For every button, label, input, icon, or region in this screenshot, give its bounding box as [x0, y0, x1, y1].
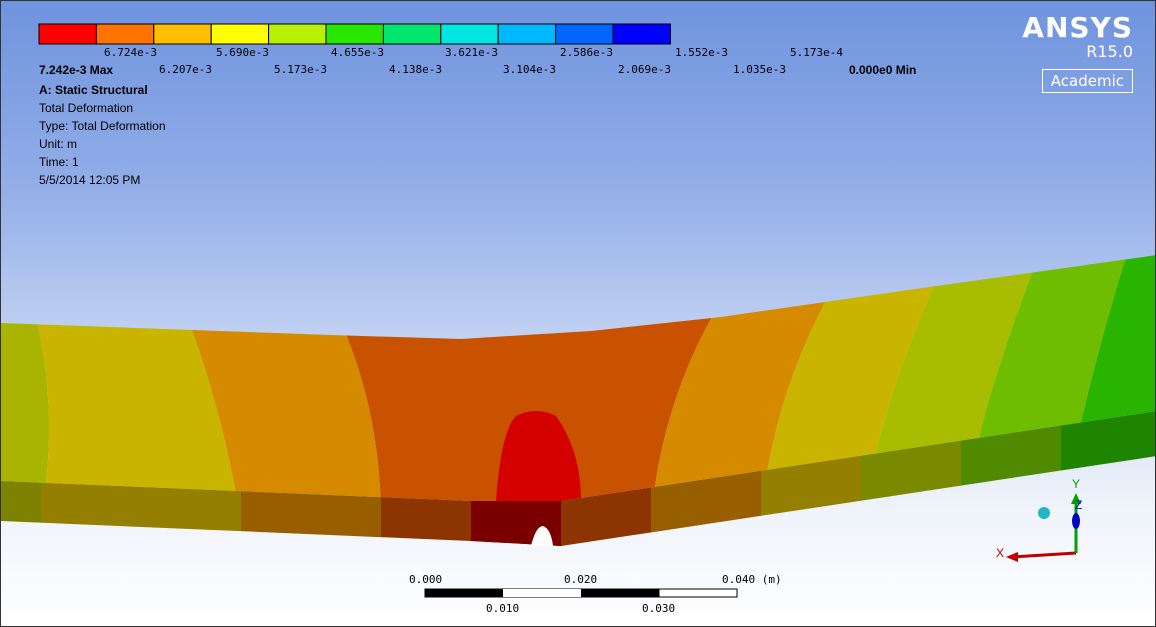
legend-label: 4.138e-3	[389, 63, 442, 76]
triad-y-arrow	[1071, 493, 1081, 504]
legend-swatch	[268, 23, 327, 45]
band-mid-high-right	[651, 291, 831, 501]
legend-label: 6.724e-3	[104, 46, 157, 59]
logo-brand: ANSYS	[1022, 11, 1133, 44]
legend-swatch	[38, 23, 97, 45]
top-face-contours	[1, 255, 1155, 501]
triad-x-arrow	[1006, 552, 1018, 562]
legend-label: 1.035e-3	[733, 63, 786, 76]
band-mid-high-left	[181, 301, 381, 501]
result-date: 5/5/2014 12:05 PM	[39, 173, 141, 187]
legend-swatch	[382, 23, 442, 45]
legend-swatch	[325, 23, 384, 45]
ansys-logo: ANSYS R15.0 Academic	[1022, 13, 1133, 93]
logo-edition: Academic	[1041, 69, 1133, 93]
legend-label: 5.173e-4	[790, 46, 843, 59]
legend-swatch	[555, 23, 614, 45]
band-mid	[31, 301, 241, 501]
triad-z-axis	[1072, 513, 1080, 529]
analysis-title: A: Static Structural	[39, 83, 148, 97]
band-max	[496, 411, 581, 501]
result-unit: Unit: m	[39, 137, 78, 151]
result-name: Total Deformation	[39, 101, 134, 115]
triad-z-label: Z	[1075, 498, 1082, 512]
color-legend	[38, 23, 671, 45]
legend-label: 5.690e-3	[216, 46, 269, 59]
legend-label: 3.104e-3	[503, 63, 556, 76]
legend-label: 6.207e-3	[159, 63, 212, 76]
legend-label: 4.655e-3	[331, 46, 384, 59]
triad-y-label: Y	[1072, 477, 1080, 491]
legend-swatch	[153, 23, 212, 45]
legend-label: 5.173e-3	[274, 63, 327, 76]
legend-swatch	[440, 23, 499, 45]
axis-triad[interactable]: X Y Z	[986, 471, 1106, 581]
legend-label: 2.586e-3	[560, 46, 613, 59]
result-time: Time: 1	[39, 155, 79, 169]
band-mid-right	[761, 271, 941, 501]
legend-min-label: 0.000e0 Min	[849, 63, 917, 77]
legend-swatch	[612, 23, 671, 45]
notch	[531, 526, 553, 546]
legend-max-label: 7.242e-3 Max	[39, 63, 114, 77]
legend-label: 3.621e-3	[445, 46, 498, 59]
band-mid-left	[1, 301, 49, 501]
result-type: Type: Total Deformation	[39, 119, 166, 133]
band-high	[331, 301, 721, 501]
triad-x-axis	[1010, 551, 1077, 559]
legend-swatch	[210, 23, 270, 45]
legend-label: 2.069e-3	[618, 63, 671, 76]
triad-x-label: X	[996, 546, 1004, 560]
legend-label: 1.552e-3	[675, 46, 728, 59]
legend-swatch	[95, 23, 155, 45]
triad-origin-dot	[1038, 507, 1050, 519]
logo-release: R15.0	[1086, 42, 1133, 61]
legend-swatch	[497, 23, 557, 45]
result-info: A: Static Structural Total Deformation T…	[39, 81, 166, 189]
